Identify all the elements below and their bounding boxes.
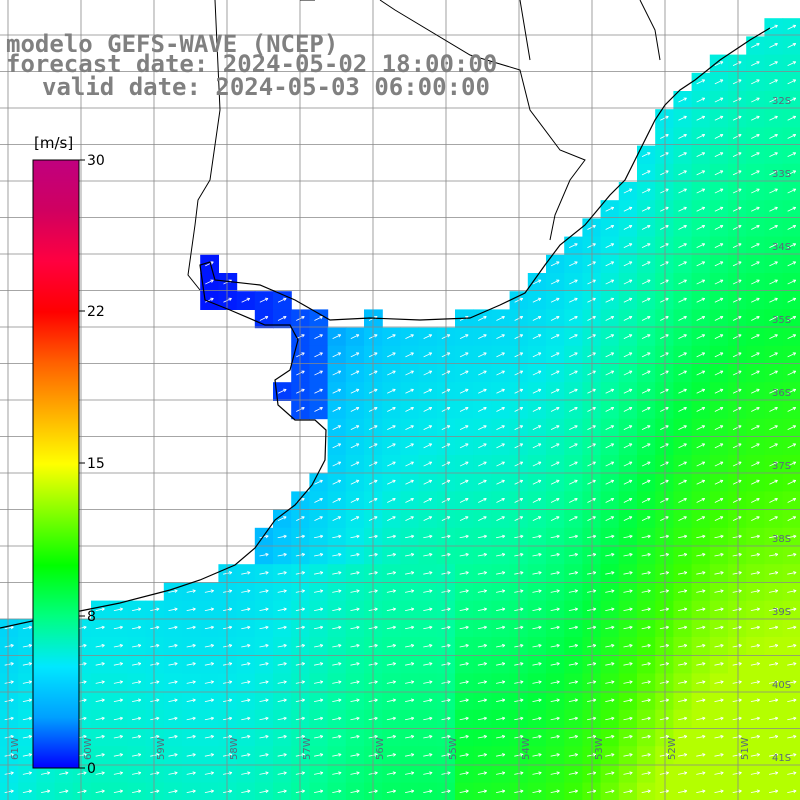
colorbar-tick-label: 22: [87, 304, 105, 320]
colorbar-tick-label: 15: [87, 456, 105, 472]
coastline: [0, 27, 771, 629]
lat-label: 33S: [772, 169, 791, 180]
colorbar-tick-label: 8: [87, 609, 96, 625]
forecast-date: forecast date: 2024-05-02 18:00:00: [6, 50, 498, 78]
lon-label: 58W: [229, 737, 240, 760]
lat-label: 39S: [772, 607, 791, 618]
colorbar-tick-label: 30: [87, 153, 105, 169]
lat-label: 36S: [772, 388, 791, 399]
lon-label: 53W: [594, 737, 605, 760]
lon-label: 54W: [521, 737, 532, 760]
lon-label: 51W: [740, 737, 751, 760]
colorbar-legend: [m/s] 30 22 15 8 0: [32, 134, 105, 777]
lon-label: 52W: [667, 737, 678, 760]
colorbar-unit: [m/s]: [34, 134, 73, 152]
lat-label: 34S: [772, 242, 791, 253]
valid-date: valid date: 2024-05-03 06:00:00: [42, 73, 490, 101]
latitude-labels: 32S 33S 34S 35S 36S 37S 38S 39S 40S 41S: [772, 96, 791, 764]
lat-label: 38S: [772, 534, 791, 545]
lat-label: 40S: [772, 680, 791, 691]
lon-label: 59W: [156, 737, 167, 760]
colorbar-tick-label: 0: [87, 761, 96, 777]
lat-label: 41S: [772, 753, 791, 764]
lon-label: 56W: [375, 737, 386, 760]
lat-label: 37S: [772, 461, 791, 472]
lat-label: 32S: [772, 96, 791, 107]
lat-label: 35S: [772, 315, 791, 326]
colorbar-frame: [32, 159, 80, 769]
lon-label: 61W: [10, 737, 21, 760]
longitude-labels: 61W 60W 59W 58W 57W 56W 55W 54W 53W 52W 51W: [10, 737, 751, 760]
colorbar-ticks: 30 22 15 8 0: [79, 153, 105, 777]
model-title: modelo GEFS-WAVE (NCEP): [6, 30, 339, 58]
wind-vector-arrows: [4, 24, 797, 794]
lon-label: 57W: [302, 737, 313, 760]
country-border: [187, 0, 661, 291]
lon-label: 60W: [83, 737, 94, 760]
lon-label: 55W: [448, 737, 459, 760]
